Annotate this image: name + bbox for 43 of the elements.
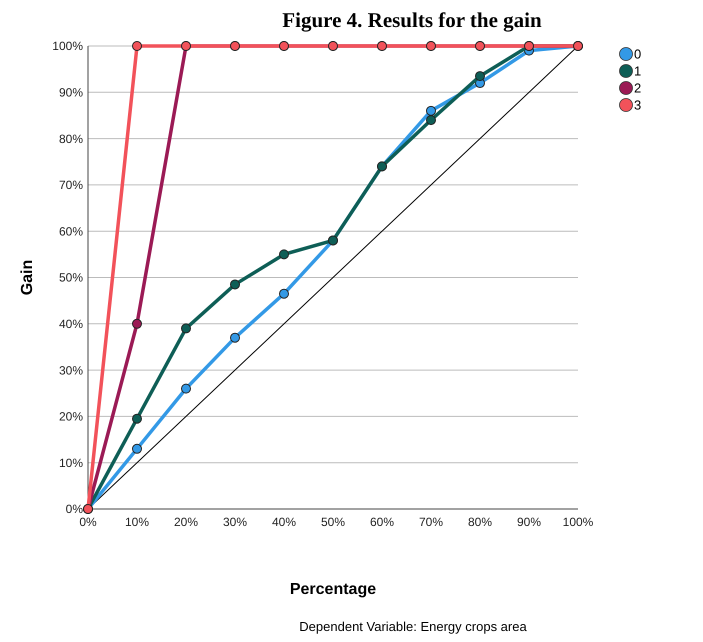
y-tick-label: 80%: [58, 132, 84, 146]
y-tick-label: 70%: [58, 178, 84, 192]
x-tick-label: 40%: [272, 515, 296, 529]
y-tick-label: 50%: [58, 270, 84, 285]
point: [132, 414, 142, 424]
point: [279, 288, 289, 299]
point: [230, 279, 240, 290]
y-tick-label: 30%: [58, 363, 84, 378]
y-tick-label: 0%: [66, 502, 84, 516]
chart-title: Figure 4. Results for the gain: [282, 8, 542, 32]
point: [426, 106, 436, 116]
x-tick-label: 70%: [418, 515, 444, 529]
x-tick-label: 90%: [516, 515, 542, 529]
x-tick-label: 60%: [370, 515, 394, 529]
x-tick-label: 80%: [468, 515, 492, 529]
y-tick-label: 90%: [58, 86, 84, 100]
legend-label: 2: [634, 80, 642, 96]
x-tick-label: 100%: [562, 515, 594, 529]
point: [230, 332, 240, 343]
y-tick-label: 100%: [52, 39, 84, 54]
point: [132, 444, 142, 454]
point: [475, 71, 485, 82]
x-tick-label: 30%: [222, 515, 248, 529]
point: [181, 384, 191, 394]
y-tick-label: 20%: [58, 410, 84, 424]
legend-label: 1: [634, 64, 642, 79]
point: [132, 41, 142, 51]
legend-label: 3: [634, 98, 642, 113]
y-tick-label: 40%: [58, 317, 84, 331]
legend-label: 0: [634, 46, 642, 62]
y-tick-label: 10%: [58, 456, 84, 470]
point: [132, 318, 142, 329]
y-axis-title: Gain: [19, 260, 36, 296]
x-axis-title: Percentage: [290, 581, 376, 598]
point: [426, 115, 436, 126]
x-tick-label: 0%: [79, 515, 97, 529]
x-tick-label: 10%: [124, 515, 150, 529]
point: [279, 249, 289, 260]
point: [181, 323, 191, 334]
text: Dependent Variable: Energy crops area: [299, 619, 528, 634]
y-tick-label: 60%: [58, 224, 84, 238]
x-tick-label: 20%: [174, 515, 198, 529]
x-tick-label: 50%: [320, 515, 346, 529]
